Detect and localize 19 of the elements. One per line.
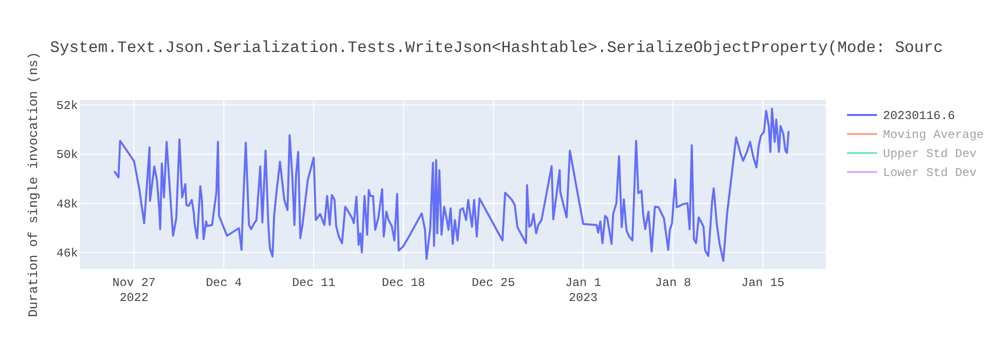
x-tick-label: Dec 4	[206, 276, 242, 290]
y-tick-label: 52k	[56, 98, 78, 113]
y-tick-label: 50k	[56, 148, 78, 162]
legend-label: Lower Std Dev	[883, 166, 977, 180]
x-tick-label: Jan 1 2023	[565, 276, 602, 305]
legend-label: Moving Average	[883, 128, 984, 142]
legend-label: 20230116.6	[883, 109, 956, 123]
x-tick-label: Dec 25	[472, 276, 515, 290]
line-series	[114, 108, 790, 262]
y-tick-label: 48k	[56, 197, 78, 212]
x-tick-label: Dec 11	[292, 276, 336, 290]
x-tick-label: Dec 18	[382, 276, 426, 290]
y-axis-title: Duration of single invocation (ns)	[26, 52, 41, 318]
y-tick-label: 46k	[56, 246, 78, 261]
chart-title: System.Text.Json.Serialization.Tests.WriteJson<Hashtable>.SerializeObjectProperty(Mode: Sourc	[50, 39, 943, 57]
x-tick-label: Jan 15	[741, 276, 785, 290]
x-tick-label: Jan 8	[655, 276, 692, 290]
x-tick-label: Nov 27 2022	[112, 276, 156, 305]
legend-label: Upper Std Dev	[883, 147, 977, 161]
